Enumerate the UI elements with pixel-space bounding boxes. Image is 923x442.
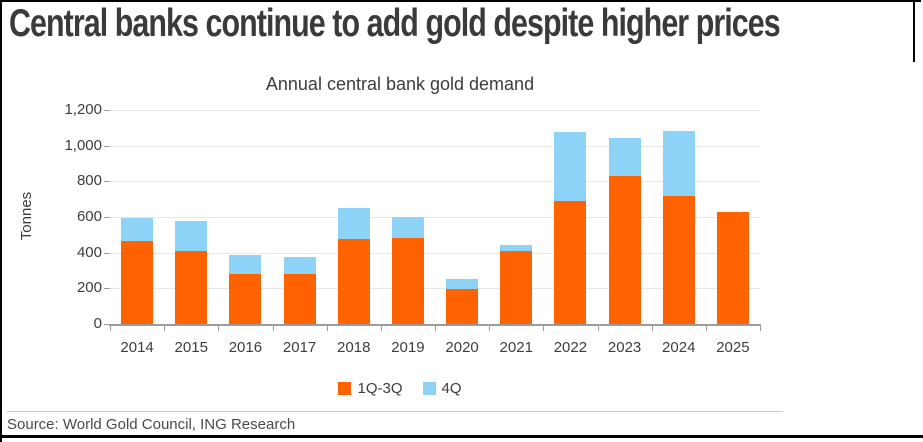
y-tick-mark-1200	[104, 110, 110, 111]
x-tick-mark-8	[543, 326, 545, 331]
bar-2020-1q-3q	[446, 289, 479, 324]
x-tick-label-2023: 2023	[607, 339, 642, 356]
bar-2021-1q-3q	[500, 251, 533, 324]
bar-2025-1q-3q	[716, 212, 749, 324]
frame-border-top	[0, 0, 921, 2]
y-tick-mark-1000	[104, 145, 110, 147]
bar-2015-1q-3q	[175, 251, 208, 324]
y-tick-label-600: 600	[76, 208, 102, 225]
y-tick-label-0: 0	[93, 315, 102, 332]
bar-2017-1q-3q	[283, 274, 316, 324]
headline: Central banks continue to add gold despi…	[9, 2, 781, 45]
legend-label-4q: 4Q	[441, 380, 462, 397]
legend-item-4q: 4Q	[422, 380, 462, 397]
x-tick-mark-7	[489, 326, 491, 331]
bar-2022-1q-3q	[554, 201, 587, 324]
bar-2018-1q-3q	[337, 239, 370, 324]
x-tick-mark-5	[380, 326, 382, 331]
x-tick-label-2021: 2021	[499, 339, 533, 356]
frame-border-bottom	[0, 435, 923, 438]
legend-label-1q-3q: 1Q-3Q	[357, 380, 403, 397]
x-tick-mark-1	[164, 326, 166, 331]
frame-border-left	[0, 0, 2, 442]
x-tick-mark-10	[651, 326, 653, 331]
bar-2024-4q	[662, 131, 695, 196]
gridline-200	[110, 288, 760, 290]
legend-swatch-4q	[422, 382, 436, 395]
bar-2023-1q-3q	[608, 176, 641, 324]
legend-item-1q-3q: 1Q-3Q	[338, 380, 403, 397]
source-text: Source: World Gold Council, ING Research	[7, 416, 296, 433]
legend-swatch-1q-3q	[338, 382, 352, 395]
y-tick-label-1200: 1,200	[64, 101, 102, 118]
bar-2017-4q	[283, 257, 316, 274]
x-tick-label-2018: 2018	[337, 339, 371, 356]
x-tick-label-2020: 2020	[445, 339, 479, 356]
x-tick-label-2014: 2014	[120, 339, 154, 356]
chart-title: Annual central bank gold demand	[265, 74, 535, 94]
separator-line	[7, 411, 783, 412]
y-tick-label-1000: 1,000	[64, 136, 102, 154]
y-axis-title: Tonnes	[18, 191, 35, 241]
bar-2020-4q	[446, 279, 479, 289]
gridline-1000	[110, 145, 760, 147]
y-tick-label-800: 800	[76, 172, 102, 190]
x-tick-mark-9	[597, 326, 599, 331]
y-tick-label-200: 200	[76, 279, 102, 297]
gridline-600	[110, 217, 760, 218]
gridline-400	[110, 252, 760, 254]
x-tick-label-2015: 2015	[174, 339, 208, 356]
y-tick-mark-0	[104, 324, 110, 325]
bar-2019-4q	[391, 217, 424, 238]
x-tick-label-2022: 2022	[553, 339, 588, 356]
y-tick-mark-800	[104, 181, 110, 183]
bar-2023-4q	[608, 138, 641, 176]
bar-2015-4q	[175, 221, 208, 251]
bar-2019-1q-3q	[391, 238, 424, 324]
y-tick-mark-400	[104, 252, 110, 254]
bar-2016-1q-3q	[229, 274, 262, 324]
bar-2014-4q	[121, 218, 154, 241]
x-tick-label-2019: 2019	[391, 339, 425, 356]
x-tick-label-2025: 2025	[716, 339, 750, 356]
y-tick-mark-600	[104, 217, 110, 218]
gridline-800	[110, 181, 760, 183]
x-tick-mark-0	[110, 326, 111, 331]
x-axis-line	[109, 324, 761, 326]
x-tick-mark-4	[326, 326, 328, 331]
bar-2018-4q	[337, 208, 370, 239]
gridline-1200	[110, 110, 760, 111]
chart-legend: 1Q-3Q 4Q	[75, 380, 725, 397]
x-tick-mark-6	[435, 326, 436, 331]
y-tick-label-400: 400	[76, 243, 102, 261]
bar-2014-1q-3q	[121, 241, 154, 324]
x-tick-label-2017: 2017	[282, 339, 317, 356]
bar-2024-1q-3q	[662, 196, 695, 324]
bar-2021-4q	[500, 245, 533, 251]
bar-2016-4q	[229, 255, 262, 274]
x-tick-label-2016: 2016	[228, 339, 263, 356]
x-tick-label-2024: 2024	[662, 339, 696, 356]
x-tick-mark-12	[760, 326, 761, 331]
frame-border-right	[913, 0, 915, 62]
y-tick-mark-200	[104, 288, 110, 290]
x-tick-mark-3	[272, 326, 274, 331]
x-tick-mark-11	[705, 326, 707, 331]
bar-2022-4q	[554, 132, 587, 201]
x-tick-mark-2	[218, 326, 220, 331]
